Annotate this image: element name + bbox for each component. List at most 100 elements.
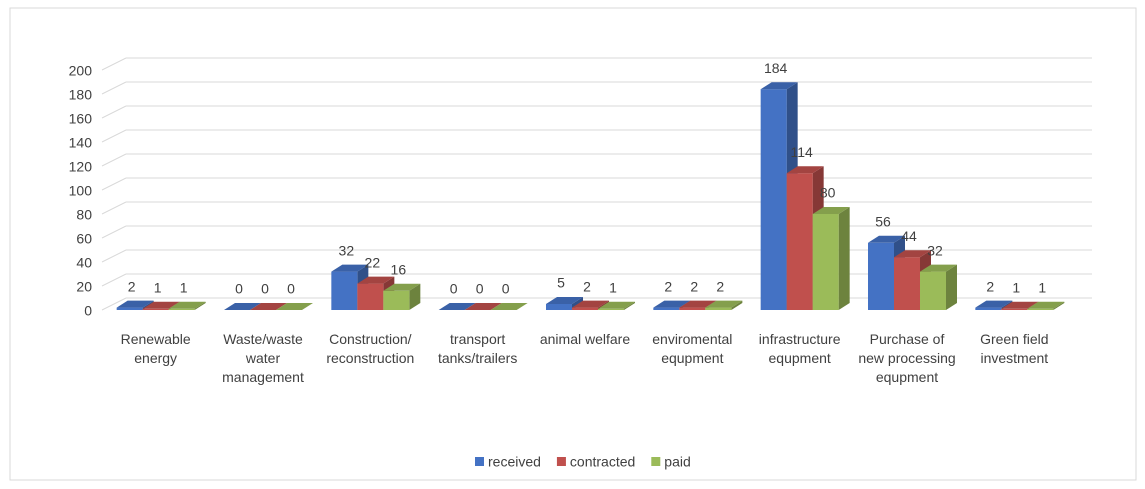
data-label: 32 xyxy=(339,242,355,258)
bar-top xyxy=(598,301,635,309)
data-label: 44 xyxy=(901,228,917,244)
grid-line-side xyxy=(101,273,127,287)
x-tick-label: enviromental equpment xyxy=(652,331,733,366)
bar-top xyxy=(1027,301,1065,309)
bar xyxy=(276,303,313,310)
legend-label: contracted xyxy=(570,454,635,470)
bar-front xyxy=(679,307,706,310)
data-label: 56 xyxy=(875,214,891,230)
bar-top xyxy=(331,264,369,272)
bar-side xyxy=(194,301,206,310)
x-tick-label: Green field investment xyxy=(980,331,1049,366)
data-label: 0 xyxy=(476,281,484,297)
y-tick-label: 60 xyxy=(76,231,92,247)
data-label: 114 xyxy=(791,144,814,160)
chart-frame xyxy=(9,7,1137,481)
bar-top xyxy=(490,303,528,310)
bar-side xyxy=(409,283,421,310)
y-tick-label: 160 xyxy=(69,111,93,127)
grid-line-side xyxy=(101,129,127,143)
bar-top xyxy=(276,303,313,310)
bar-top xyxy=(894,250,931,258)
legend-swatch xyxy=(556,457,566,466)
bar xyxy=(598,301,635,310)
legend-label: received xyxy=(488,454,541,470)
bar xyxy=(357,276,395,310)
bar xyxy=(168,301,206,310)
data-label: 0 xyxy=(235,281,243,297)
legend-swatch xyxy=(651,457,661,466)
bar-top xyxy=(920,264,957,272)
bar-front xyxy=(168,308,195,310)
grid-line-side xyxy=(101,297,127,311)
bar-top xyxy=(786,166,824,174)
bar xyxy=(1027,301,1065,310)
y-tick-label: 200 xyxy=(69,63,93,79)
bar-front xyxy=(975,307,1002,310)
bar-top xyxy=(705,300,743,308)
x-tick-label: transport tanks/trailers xyxy=(437,331,518,366)
bar xyxy=(705,300,743,310)
data-label: 22 xyxy=(365,254,381,270)
bar-side xyxy=(946,264,957,310)
data-label: 5 xyxy=(557,275,565,291)
y-tick-label: 180 xyxy=(69,87,93,103)
data-label: 2 xyxy=(690,278,698,294)
bar-top xyxy=(653,300,691,308)
bar-front xyxy=(812,214,839,310)
grid-line-side xyxy=(101,201,127,215)
legend-swatch xyxy=(475,457,484,466)
y-tick-label: 140 xyxy=(69,135,93,151)
bar-top xyxy=(438,303,476,310)
bar-side xyxy=(731,300,743,310)
y-tick-label: 80 xyxy=(76,207,92,223)
bar-top xyxy=(383,283,421,291)
bar xyxy=(438,303,476,310)
data-label: 2 xyxy=(986,278,994,294)
bar-front xyxy=(546,304,572,310)
data-label: 0 xyxy=(261,281,269,297)
bar-top xyxy=(679,300,717,308)
bar-top xyxy=(1001,301,1039,309)
bar-front xyxy=(1027,308,1054,310)
x-tick-label: Waste/waste water management xyxy=(222,331,304,385)
bar-front xyxy=(1001,308,1028,310)
bar-front xyxy=(331,271,358,310)
data-label: 2 xyxy=(664,278,672,294)
grid-line-side xyxy=(101,153,127,167)
data-label: 1 xyxy=(154,280,162,296)
x-tick-label: Construction/ reconstruction xyxy=(326,331,415,366)
bar-side xyxy=(624,301,635,310)
bar-top xyxy=(224,303,261,310)
bar xyxy=(812,207,850,310)
bar-front xyxy=(383,290,410,310)
bar-top xyxy=(250,303,287,310)
bar-top xyxy=(546,297,583,304)
bar-front xyxy=(653,307,680,310)
y-tick-label: 0 xyxy=(84,303,92,319)
bar-top xyxy=(812,207,850,214)
bar-top xyxy=(168,301,206,309)
bar-front xyxy=(142,308,169,310)
bar-top xyxy=(357,276,395,284)
bar-front xyxy=(116,307,143,310)
data-label: 0 xyxy=(287,281,295,297)
bar-top xyxy=(760,82,798,90)
data-label: 2 xyxy=(716,278,724,294)
grid-line-side xyxy=(101,225,127,239)
bar-front xyxy=(894,257,920,310)
grid-line-side xyxy=(101,177,127,191)
bar xyxy=(250,303,287,310)
data-label: 0 xyxy=(502,281,510,297)
bar xyxy=(383,283,421,310)
bar xyxy=(224,303,261,310)
y-tick-label: 100 xyxy=(69,183,93,199)
y-tick-label: 40 xyxy=(76,255,92,271)
x-tick-label: Purchase of new processing equpment xyxy=(858,331,956,385)
data-label: 2 xyxy=(583,278,591,294)
data-label: 1 xyxy=(609,280,617,296)
bar-top xyxy=(868,235,905,243)
bar-side xyxy=(838,207,850,310)
bar xyxy=(464,303,502,310)
